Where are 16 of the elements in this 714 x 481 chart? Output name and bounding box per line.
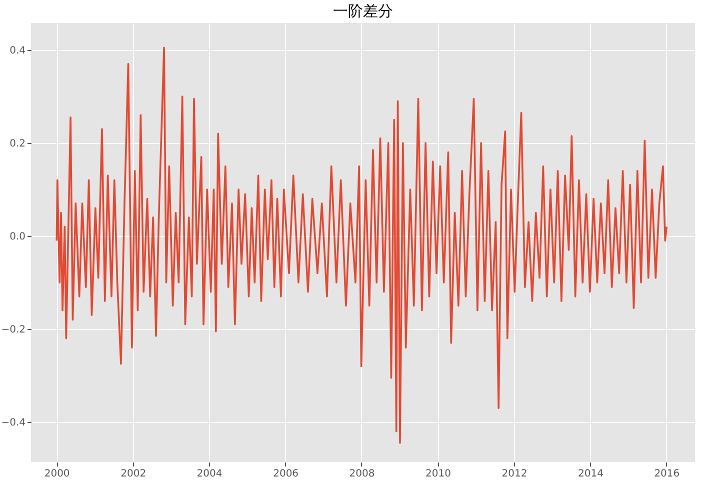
chart-title: 一阶差分 <box>333 2 393 20</box>
x-tick-label: 2006 <box>273 468 299 480</box>
line-series <box>56 46 668 444</box>
y-tick-label: 0.4 <box>10 45 26 56</box>
x-tick-label: 2012 <box>502 468 528 480</box>
x-tick-label: 2000 <box>44 468 70 480</box>
x-tick-label: 2014 <box>578 468 604 480</box>
x-tick-label: 2002 <box>120 468 146 480</box>
x-tick-label: 2010 <box>426 468 451 480</box>
y-tick-label: −0.4 <box>1 418 26 429</box>
y-tick-label: −0.2 <box>1 324 26 336</box>
x-tick-label: 2004 <box>196 468 222 480</box>
y-tick-label: 0.2 <box>10 138 26 150</box>
x-tick-label: 2008 <box>349 468 375 480</box>
x-tick-label: 2016 <box>654 468 680 480</box>
y-tick-label: 0.0 <box>10 231 26 242</box>
